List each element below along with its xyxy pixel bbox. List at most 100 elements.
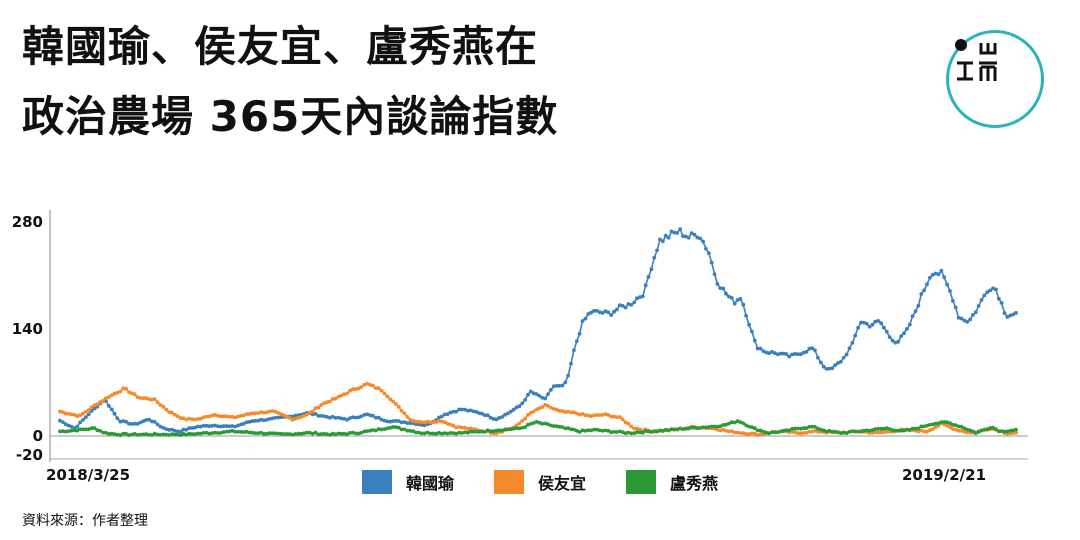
data-point <box>69 412 74 417</box>
data-point <box>870 322 875 327</box>
data-point <box>371 428 375 432</box>
data-point <box>276 415 281 420</box>
data-point <box>342 431 347 436</box>
data-point <box>991 425 995 430</box>
data-point <box>422 431 427 436</box>
data-point <box>391 399 395 404</box>
data-point <box>913 426 918 431</box>
data-point <box>689 425 694 430</box>
data-point <box>910 426 915 431</box>
data-point <box>813 424 817 429</box>
data-point <box>738 420 743 424</box>
data-point <box>824 429 829 434</box>
data-point <box>907 322 912 327</box>
data-point <box>882 430 886 434</box>
data-point <box>508 409 513 414</box>
data-point <box>752 426 757 431</box>
data-point <box>778 429 783 434</box>
y-tick-label: 0 <box>33 427 43 445</box>
data-point <box>218 424 223 429</box>
data-point <box>531 391 536 396</box>
data-point <box>1005 315 1010 319</box>
data-point <box>207 424 212 429</box>
data-point <box>658 237 662 242</box>
data-point <box>382 427 387 431</box>
data-point <box>333 432 338 437</box>
data-point <box>342 417 347 421</box>
data-point <box>727 429 731 434</box>
data-point <box>175 414 180 419</box>
data-point <box>537 394 542 398</box>
data-point <box>379 388 384 393</box>
data-point <box>385 419 390 424</box>
data-point <box>454 431 459 436</box>
data-point <box>394 419 398 423</box>
data-point <box>933 271 938 276</box>
data-point <box>905 327 909 331</box>
data-point <box>233 415 238 420</box>
data-point <box>517 426 522 431</box>
data-point <box>477 411 481 415</box>
data-point <box>106 404 111 408</box>
data-point <box>847 430 852 434</box>
data-point <box>471 429 476 434</box>
data-point <box>890 428 895 432</box>
data-point <box>1014 311 1018 315</box>
data-point <box>827 366 832 371</box>
data-point <box>563 426 568 431</box>
data-point <box>118 389 123 394</box>
data-point <box>428 420 433 425</box>
data-point <box>58 418 62 423</box>
data-point <box>181 431 186 436</box>
data-point <box>445 412 450 416</box>
data-point <box>434 420 438 424</box>
data-point <box>221 424 226 429</box>
data-point <box>190 432 195 436</box>
data-point <box>669 427 674 431</box>
data-point <box>290 432 295 437</box>
data-point <box>118 433 123 438</box>
data-point <box>385 426 390 431</box>
data-point <box>672 230 677 235</box>
data-point <box>557 424 562 429</box>
data-point <box>922 429 926 434</box>
data-point <box>520 425 525 430</box>
data-point <box>61 429 65 433</box>
data-point <box>873 319 878 324</box>
data-point <box>540 421 545 426</box>
data-point <box>793 352 797 356</box>
data-point <box>798 352 803 357</box>
data-point <box>732 430 737 435</box>
data-point <box>328 399 332 404</box>
data-point <box>804 350 809 354</box>
data-point <box>313 412 318 416</box>
data-point <box>494 428 499 433</box>
data-point <box>727 294 731 299</box>
legend-item: 盧秀燕 <box>626 470 718 494</box>
data-point <box>207 414 212 419</box>
data-point <box>790 429 794 434</box>
data-point <box>712 272 717 276</box>
data-point <box>282 432 286 436</box>
data-point <box>81 411 85 416</box>
data-point <box>572 410 576 415</box>
y-tick-label: 140 <box>12 320 43 338</box>
data-point <box>672 427 677 432</box>
data-point <box>83 427 88 432</box>
data-point <box>195 424 200 429</box>
data-point <box>546 392 550 396</box>
data-point <box>365 412 370 417</box>
data-point <box>244 412 249 416</box>
data-point <box>798 426 803 431</box>
data-point <box>701 425 705 430</box>
data-point <box>632 426 637 431</box>
data-point <box>841 430 846 435</box>
data-point <box>741 302 746 307</box>
data-point <box>201 415 206 420</box>
data-point <box>216 414 220 418</box>
data-point <box>962 426 967 431</box>
data-point <box>474 429 479 434</box>
data-point <box>69 428 74 433</box>
data-point <box>353 431 358 436</box>
data-point <box>431 420 436 424</box>
